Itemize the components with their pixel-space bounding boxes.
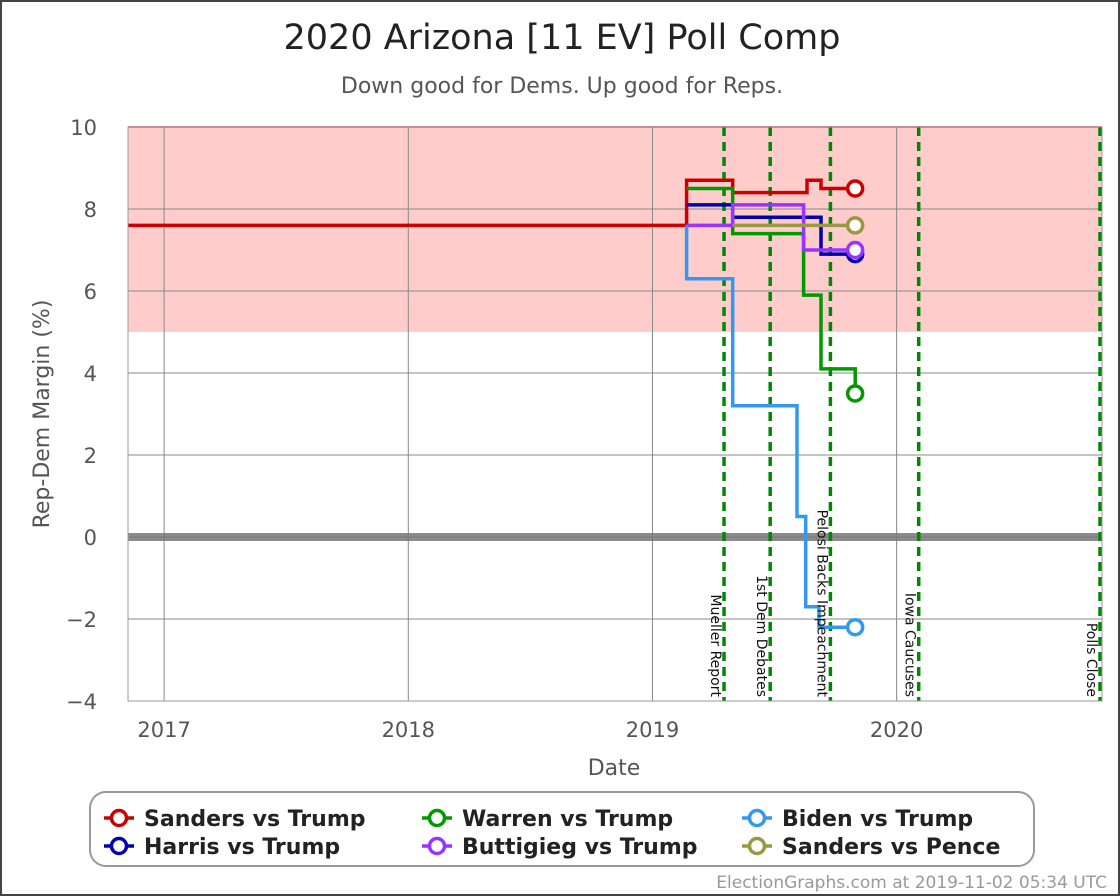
y-tick-label: −4 [66,690,97,714]
legend-entry-label: Sanders vs Trump [144,807,366,832]
legend-entry-label: Sanders vs Pence [782,835,1000,860]
legend-box [89,791,1035,867]
legend-swatch-marker [747,836,767,856]
y-tick-label: 6 [84,280,97,304]
legend: Sanders vs Trump Warren vs Trump Biden vs … [89,791,1035,867]
legend-entry-label: Buttigieg vs Trump [462,835,698,860]
series-line [686,203,856,256]
y-tick-label: −2 [66,608,97,632]
legend-entry-label: Warren vs Trump [462,807,673,832]
event-label: Mueller Report [707,594,723,697]
y-tick-label: 2 [84,444,97,468]
x-tick-label: 2019 [626,718,679,742]
series-line [128,178,856,228]
event-label: 1st Dem Debates [753,575,769,697]
legend-swatch-marker [109,808,129,828]
footer-credit: ElectionGraphs.com at 2019-11-02 05:34 U… [716,873,1107,893]
x-tick-label: 2018 [382,718,435,742]
series-end-marker [845,179,865,198]
chart-subtitle: Down good for Dems. Up good for Reps. [341,74,783,99]
series-end-marker [845,240,865,260]
y-axis-label: Rep-Dem Margin (%) [30,300,55,529]
event-label: Polls Close [1083,623,1099,697]
legend-swatch-marker [427,836,447,856]
legend-swatch-marker [109,836,129,856]
event-label: Pelosi Backs Impeachment [813,510,829,698]
legend-entry-label: Harris vs Trump [144,835,340,860]
series-end-marker [845,617,865,637]
y-tick-label: 4 [84,362,97,386]
x-tick-label: 2017 [137,718,190,742]
series-line [686,203,856,252]
y-tick-label: 0 [84,526,97,550]
y-tick-label: 10 [70,116,97,140]
legend-entry-label: Biden vs Trump [782,807,973,832]
series-end-marker [845,384,865,403]
x-tick-label: 2020 [870,718,923,742]
series-line [684,225,856,629]
strong-rep-band [128,127,1102,332]
event-label: Iowa Caucuses [902,593,918,697]
series-end-marker [845,216,865,235]
plot-border [127,126,1103,702]
legend-swatch-marker [747,808,767,828]
chart-title: 2020 Arizona [11 EV] Poll Comp [284,18,841,58]
legend-swatch-marker [427,808,447,828]
y-tick-label: 8 [84,198,97,222]
x-axis-label: Date [588,756,641,781]
